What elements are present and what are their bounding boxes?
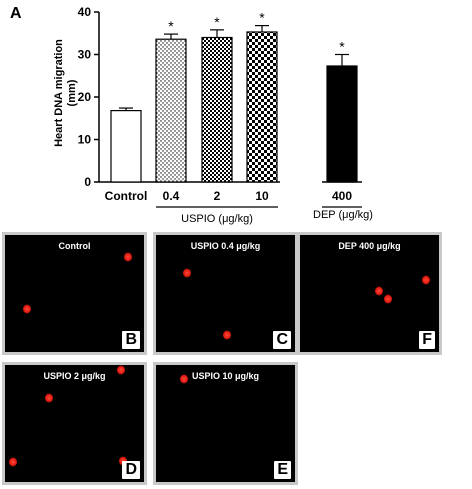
micrograph-title: USPIO 2 μg/kg [43, 371, 106, 381]
y-tick-label: 40 [78, 5, 92, 19]
significance-marker: * [214, 14, 220, 30]
significance-marker: * [259, 10, 265, 26]
micrograph-title: DEP 400 μg/kg [338, 241, 401, 251]
cell-nucleus [45, 393, 53, 403]
y-axis-label-line-1: Heart DNA migration [53, 39, 65, 147]
micrograph-panel-f: DEP 400 μg/kg F [297, 232, 442, 355]
cell-nucleus [183, 268, 191, 278]
bar-0 [110, 109, 142, 183]
bar-1 [155, 38, 187, 183]
group-label-dep: DEP (μg/kg) [313, 209, 373, 221]
panel-letter: C [273, 331, 291, 349]
cell-nucleus [375, 286, 383, 296]
micrograph-panel-d: USPIO 2 μg/kg D [2, 362, 147, 485]
bar-3 [246, 31, 278, 183]
bar-2 [201, 36, 233, 183]
cell-nucleus [422, 275, 430, 285]
y-axis-label-line-2: (mm) [66, 79, 78, 106]
cell-nucleus [384, 294, 392, 304]
micrograph-panel-c: USPIO 0.4 μg/kg C [153, 232, 298, 355]
bar-chart: A Heart DNA migration (mm) 0 10 20 30 40 Cont… [10, 5, 373, 225]
panel-letter: E [274, 461, 291, 479]
significance-marker: * [168, 18, 174, 34]
group-label-usPIO: USPIO (μg/kg) [181, 213, 253, 225]
micrograph-title: Control [58, 241, 91, 251]
panel-letter: F [419, 331, 435, 349]
x-tick-label: 10 [255, 189, 269, 203]
y-axis-label: Heart DNA migration (mm) [53, 39, 78, 147]
significance-marker: * [339, 39, 345, 55]
x-tick-label: Control [105, 189, 148, 203]
cell-nucleus [124, 252, 132, 262]
cell-nucleus [117, 365, 125, 375]
cell-nucleus [23, 304, 31, 314]
cell-nucleus [180, 374, 188, 384]
cell-nucleus [9, 457, 17, 467]
micrograph-panel-e: USPIO 10 μg/kg E [153, 362, 298, 485]
cell-nucleus [223, 330, 231, 340]
panel-letter: B [122, 331, 140, 349]
y-tick-label: 10 [78, 133, 92, 147]
micrograph-panel-b: Control B [2, 232, 147, 355]
y-tick-label: 20 [78, 90, 92, 104]
x-tick-label: 400 [332, 189, 352, 203]
bar-4 [326, 65, 358, 183]
x-tick-label: 2 [214, 189, 221, 203]
figure-panel-label: A [10, 5, 22, 22]
y-tick-label: 0 [84, 175, 91, 189]
x-tick-label: 0.4 [163, 189, 180, 203]
y-tick-label: 30 [78, 48, 92, 62]
micrograph-title: USPIO 10 μg/kg [191, 371, 260, 381]
panel-letter: D [122, 461, 140, 479]
micrograph-title: USPIO 0.4 μg/kg [190, 241, 261, 251]
